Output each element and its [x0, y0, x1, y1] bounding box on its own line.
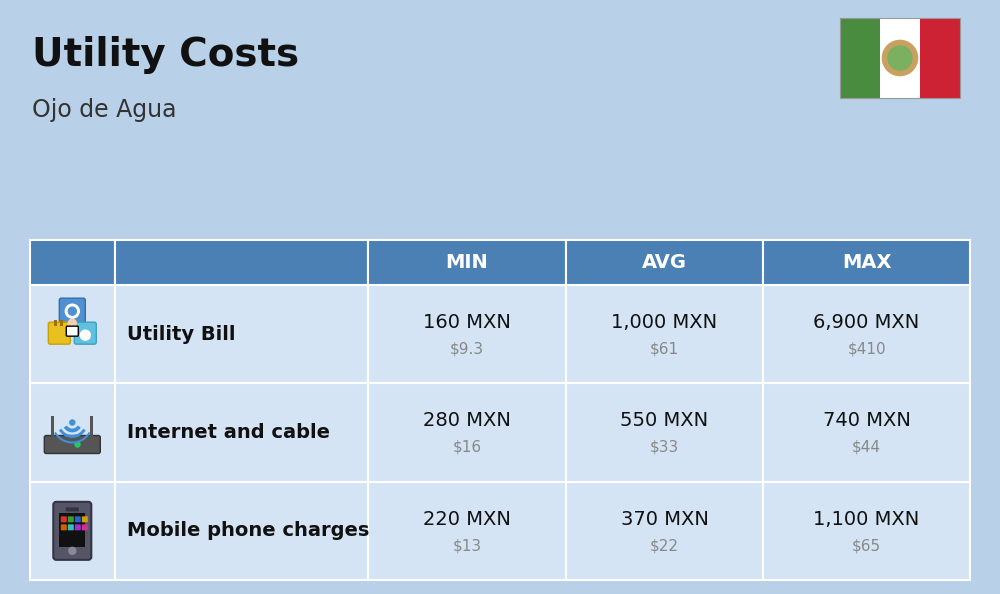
FancyBboxPatch shape [74, 322, 96, 344]
Bar [566, 482, 763, 580]
FancyBboxPatch shape [82, 525, 88, 530]
Text: $44: $44 [852, 440, 881, 455]
Text: 6,900 MXN: 6,900 MXN [813, 313, 920, 332]
Text: Utility Bill: Utility Bill [127, 325, 235, 344]
Bar [368, 383, 566, 482]
FancyBboxPatch shape [61, 516, 67, 522]
Bar [30, 240, 115, 285]
Bar [51, 415, 54, 438]
Bar [840, 18, 880, 98]
Bar [115, 383, 368, 482]
Text: $9.3: $9.3 [450, 342, 484, 356]
Bar [368, 285, 566, 383]
Bar [30, 285, 115, 383]
Circle shape [882, 40, 918, 75]
Bar [566, 383, 763, 482]
Text: 280 MXN: 280 MXN [423, 411, 511, 430]
FancyBboxPatch shape [59, 298, 85, 324]
Text: Ojo de Agua: Ojo de Agua [32, 98, 176, 122]
Text: $22: $22 [650, 538, 679, 553]
FancyBboxPatch shape [82, 516, 88, 522]
Text: $13: $13 [453, 538, 482, 553]
Circle shape [65, 304, 79, 318]
Bar [115, 285, 368, 383]
Circle shape [70, 420, 75, 425]
Text: 160 MXN: 160 MXN [423, 313, 511, 332]
Bar [566, 240, 763, 285]
Bar [880, 18, 920, 98]
Bar [763, 383, 970, 482]
FancyBboxPatch shape [68, 525, 74, 530]
Text: $410: $410 [847, 342, 886, 356]
Bar [90, 415, 93, 438]
Bar [763, 240, 970, 285]
Text: $16: $16 [453, 440, 482, 455]
Circle shape [68, 319, 76, 327]
Bar [115, 482, 368, 580]
Text: 1,000 MXN: 1,000 MXN [611, 313, 718, 332]
FancyBboxPatch shape [68, 516, 74, 522]
Text: Internet and cable: Internet and cable [127, 423, 330, 442]
Bar [368, 240, 566, 285]
Text: 1,100 MXN: 1,100 MXN [813, 510, 920, 529]
Bar [115, 240, 368, 285]
Text: 370 MXN: 370 MXN [621, 510, 708, 529]
FancyBboxPatch shape [66, 507, 79, 511]
Text: 550 MXN: 550 MXN [620, 411, 709, 430]
Bar [566, 285, 763, 383]
Circle shape [888, 46, 912, 70]
Text: $33: $33 [650, 440, 679, 455]
Text: 740 MXN: 740 MXN [823, 411, 911, 430]
Bar [840, 18, 960, 98]
Bar [920, 18, 960, 98]
Text: $65: $65 [852, 538, 881, 553]
Circle shape [69, 547, 76, 554]
FancyBboxPatch shape [75, 525, 81, 530]
Text: $61: $61 [650, 342, 679, 356]
FancyBboxPatch shape [53, 502, 91, 560]
FancyBboxPatch shape [44, 435, 100, 453]
Text: 220 MXN: 220 MXN [423, 510, 511, 529]
Bar [59, 513, 85, 547]
Bar [30, 383, 115, 482]
Text: AVG: AVG [642, 253, 687, 272]
Bar [60, 320, 63, 326]
FancyBboxPatch shape [75, 516, 81, 522]
Bar [763, 285, 970, 383]
FancyBboxPatch shape [48, 322, 70, 344]
Text: MAX: MAX [842, 253, 891, 272]
Circle shape [80, 330, 90, 340]
FancyBboxPatch shape [61, 525, 67, 530]
Bar [368, 482, 566, 580]
Circle shape [68, 307, 76, 315]
Bar [30, 482, 115, 580]
Text: Utility Costs: Utility Costs [32, 36, 299, 74]
Circle shape [75, 442, 80, 447]
Bar [763, 482, 970, 580]
Text: MIN: MIN [446, 253, 488, 272]
Bar [54, 320, 57, 326]
FancyBboxPatch shape [66, 326, 78, 336]
Text: Mobile phone charges: Mobile phone charges [127, 522, 369, 541]
